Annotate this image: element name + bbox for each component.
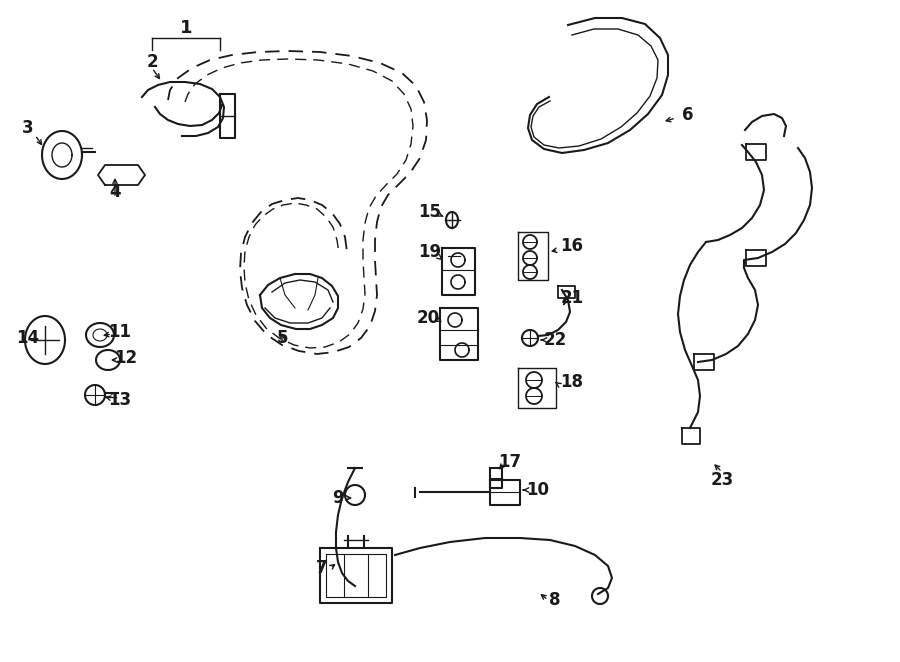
Text: 16: 16 [561,237,583,255]
Text: 17: 17 [499,453,522,471]
Text: 14: 14 [16,329,40,347]
Text: 7: 7 [316,559,328,577]
Text: 10: 10 [526,481,550,499]
Text: 18: 18 [561,373,583,391]
Text: 20: 20 [417,309,439,327]
Text: 12: 12 [114,349,138,367]
Text: 3: 3 [22,119,34,137]
Text: 8: 8 [549,591,561,609]
Text: 21: 21 [561,289,583,307]
Text: 22: 22 [544,331,567,349]
Text: 5: 5 [276,329,288,347]
Text: 9: 9 [332,489,344,507]
Text: 2: 2 [146,53,158,71]
Text: 15: 15 [418,203,442,221]
Text: 6: 6 [682,106,694,124]
Text: 23: 23 [710,471,734,489]
Text: 19: 19 [418,243,442,261]
Text: 13: 13 [108,391,131,409]
Text: 4: 4 [109,183,121,201]
Text: 1: 1 [180,19,193,37]
Text: 11: 11 [109,323,131,341]
